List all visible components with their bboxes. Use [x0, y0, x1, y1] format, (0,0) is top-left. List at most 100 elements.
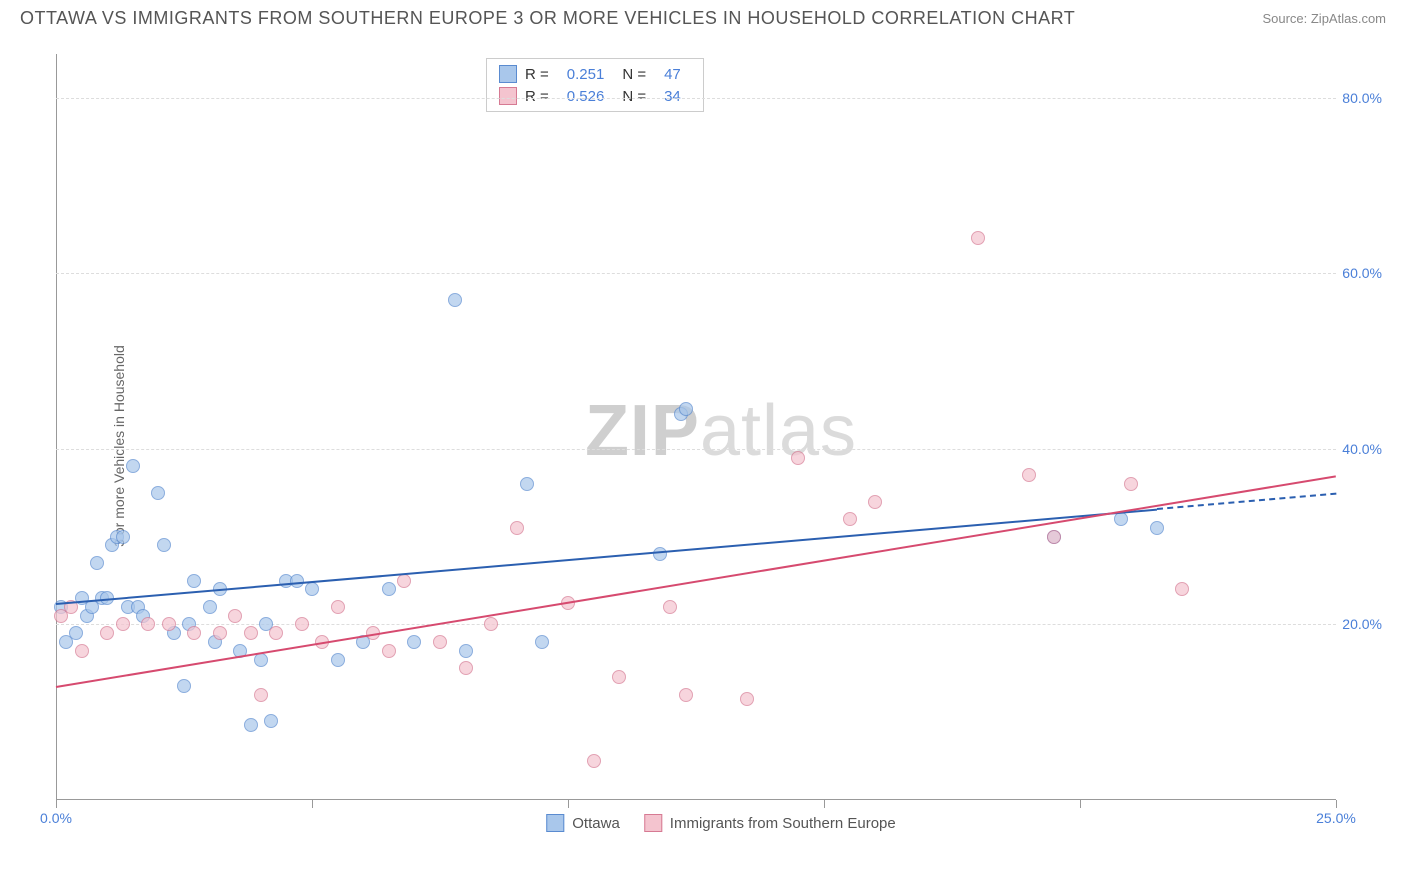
series-legend: Ottawa Immigrants from Southern Europe [546, 814, 895, 832]
r-label: R = [525, 66, 549, 83]
trend-line [56, 475, 1336, 688]
legend-swatch [644, 814, 662, 832]
scatter-point [1124, 477, 1138, 491]
scatter-point [116, 617, 130, 631]
scatter-point [791, 451, 805, 465]
scatter-point [520, 477, 534, 491]
gridline [56, 449, 1336, 450]
scatter-point [868, 495, 882, 509]
trend-line [56, 508, 1157, 604]
scatter-point [679, 688, 693, 702]
scatter-point [382, 644, 396, 658]
scatter-point [90, 556, 104, 570]
x-tick-mark [1336, 800, 1337, 808]
scatter-point [1047, 530, 1061, 544]
r-value: 0.251 [557, 66, 615, 83]
page-title: OTTAWA VS IMMIGRANTS FROM SOUTHERN EUROP… [20, 8, 1075, 29]
scatter-point [290, 574, 304, 588]
n-label: N = [622, 88, 646, 105]
legend-label: Immigrants from Southern Europe [670, 815, 896, 832]
scatter-point [157, 538, 171, 552]
scatter-point [295, 617, 309, 631]
gridline [56, 273, 1336, 274]
scatter-point [653, 547, 667, 561]
x-tick-label: 25.0% [1316, 810, 1356, 826]
scatter-point [397, 574, 411, 588]
scatter-point [448, 293, 462, 307]
n-value: 34 [654, 88, 691, 105]
legend-swatch [546, 814, 564, 832]
y-tick-label: 20.0% [1342, 616, 1382, 632]
legend-label: Ottawa [572, 815, 620, 832]
scatter-point [187, 626, 201, 640]
scatter-point [484, 617, 498, 631]
scatter-point [100, 626, 114, 640]
scatter-point [203, 600, 217, 614]
x-tick-mark [824, 800, 825, 808]
y-tick-label: 60.0% [1342, 265, 1382, 281]
scatter-point [126, 459, 140, 473]
scatter-point [141, 617, 155, 631]
gridline [56, 98, 1336, 99]
scatter-point [1114, 512, 1128, 526]
scatter-point [244, 718, 258, 732]
legend-swatch [499, 65, 517, 83]
x-tick-mark [56, 800, 57, 808]
legend-swatch [499, 87, 517, 105]
x-tick-mark [312, 800, 313, 808]
scatter-point [305, 582, 319, 596]
source-text: Source: ZipAtlas.com [1262, 11, 1386, 26]
scatter-point [407, 635, 421, 649]
x-tick-mark [568, 800, 569, 808]
scatter-point [459, 644, 473, 658]
scatter-point [1150, 521, 1164, 535]
scatter-point [69, 626, 83, 640]
n-label: N = [622, 66, 646, 83]
scatter-point [116, 530, 130, 544]
y-tick-label: 40.0% [1342, 441, 1382, 457]
scatter-point [433, 635, 447, 649]
gridline [56, 624, 1336, 625]
correlation-legend-row: R = 0.251 N = 47 [499, 63, 691, 85]
scatter-point [663, 600, 677, 614]
x-axis-line [56, 799, 1336, 800]
correlation-legend: R = 0.251 N = 47 R = 0.526 N = 34 [486, 58, 704, 112]
correlation-legend-row: R = 0.526 N = 34 [499, 85, 691, 107]
x-tick-label: 0.0% [40, 810, 72, 826]
scatter-point [679, 402, 693, 416]
legend-item: Immigrants from Southern Europe [644, 814, 896, 832]
scatter-point [244, 626, 258, 640]
scatter-point [843, 512, 857, 526]
scatter-point [459, 661, 473, 675]
scatter-point [177, 679, 191, 693]
scatter-point [331, 653, 345, 667]
scatter-point [1022, 468, 1036, 482]
scatter-point [1175, 582, 1189, 596]
scatter-point [213, 626, 227, 640]
x-tick-mark [1080, 800, 1081, 808]
scatter-point [510, 521, 524, 535]
scatter-point [264, 714, 278, 728]
scatter-point [151, 486, 165, 500]
scatter-point [162, 617, 176, 631]
legend-item: Ottawa [546, 814, 620, 832]
r-label: R = [525, 88, 549, 105]
scatter-point [269, 626, 283, 640]
n-value: 47 [654, 66, 691, 83]
scatter-point [187, 574, 201, 588]
scatter-point [75, 644, 89, 658]
watermark: ZIPatlas [585, 390, 857, 472]
r-value: 0.526 [557, 88, 615, 105]
scatter-point [971, 231, 985, 245]
scatter-chart: ZIPatlas R = 0.251N = 47R = 0.526N = 34 … [56, 44, 1386, 834]
scatter-point [254, 688, 268, 702]
scatter-point [587, 754, 601, 768]
scatter-point [382, 582, 396, 596]
y-axis-line [56, 54, 57, 800]
scatter-point [535, 635, 549, 649]
scatter-point [331, 600, 345, 614]
scatter-point [740, 692, 754, 706]
scatter-point [228, 609, 242, 623]
scatter-point [612, 670, 626, 684]
y-tick-label: 80.0% [1342, 90, 1382, 106]
